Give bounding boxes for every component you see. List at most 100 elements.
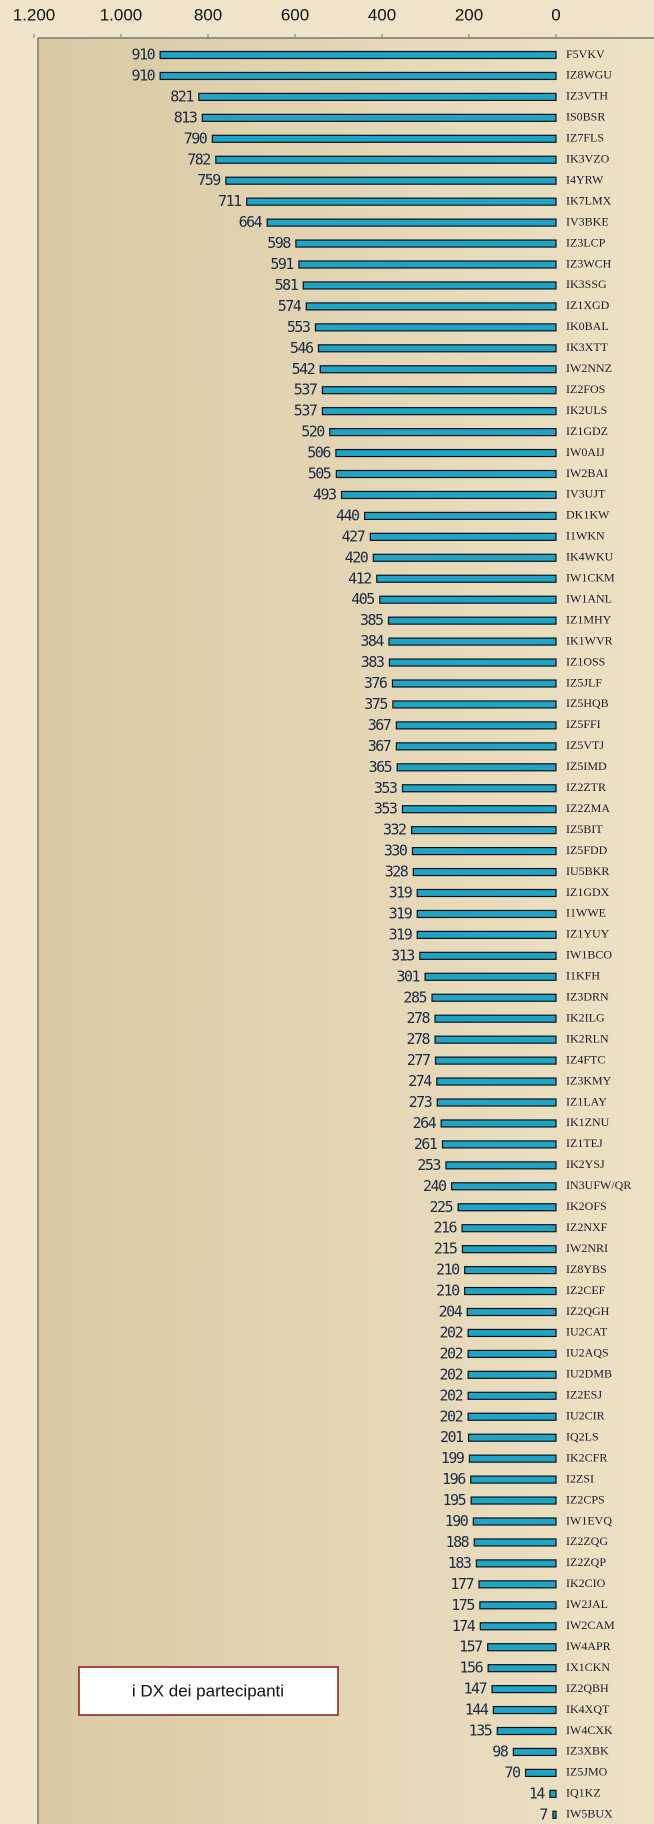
value-label: 196 (442, 1470, 466, 1488)
bar (436, 1077, 557, 1086)
y-tick-label: IW1ANL (566, 591, 612, 605)
bar (198, 92, 557, 102)
bar (492, 1705, 557, 1715)
bar (335, 469, 557, 479)
bar (434, 1035, 557, 1044)
y-tick-label: IZ3LCP (566, 235, 606, 249)
y-tick-label: IK3XTT (566, 340, 609, 354)
bar (364, 511, 557, 521)
x-tick-label: 0 (551, 5, 560, 24)
bar (159, 71, 557, 81)
bar (246, 197, 557, 206)
bar (298, 260, 557, 269)
bar (466, 1307, 557, 1317)
value-label: 98 (492, 1742, 509, 1760)
y-tick-label: I4YRW (566, 172, 604, 186)
y-tick-label: IZ5FFI (566, 717, 601, 731)
bar (369, 532, 557, 541)
value-label: 520 (301, 423, 325, 441)
value-label: 188 (446, 1533, 470, 1551)
bar (487, 1664, 557, 1673)
bar (491, 1684, 557, 1694)
value-label: 664 (239, 213, 263, 231)
y-tick-label: IZ1TEJ (566, 1136, 603, 1150)
y-tick-label: IZ2CEF (566, 1283, 606, 1297)
value-label: 365 (369, 758, 392, 776)
y-tick-label: IZ1GDZ (566, 424, 608, 438)
x-tick-label: 1.200 (13, 5, 56, 24)
bar (434, 1014, 557, 1023)
y-tick-label: IZ5IMD (566, 759, 607, 773)
value-label: 261 (414, 1135, 438, 1153)
value-label: 553 (287, 318, 310, 336)
bar (478, 1580, 557, 1589)
value-label: 598 (267, 234, 291, 252)
value-label: 367 (368, 716, 391, 734)
bar (473, 1538, 557, 1547)
y-tick-label: IU2DMB (566, 1367, 612, 1381)
bar (467, 1391, 557, 1400)
y-tick-label: IZ2ZMA (566, 801, 610, 815)
y-tick-label: IN3UFW/QR (566, 1178, 631, 1192)
bar (470, 1496, 557, 1505)
bar (401, 805, 557, 814)
bar (372, 553, 557, 562)
value-label: 412 (348, 569, 371, 587)
bar (379, 595, 557, 604)
y-tick-label: IK3VZO (566, 152, 610, 166)
value-label: 157 (459, 1638, 482, 1656)
value-label: 199 (441, 1449, 465, 1467)
y-tick-label: F5VKV (566, 47, 605, 61)
x-tick-label: 200 (455, 5, 483, 24)
y-tick-label: IS0BSR (566, 110, 605, 124)
bar (467, 1349, 557, 1359)
bar (451, 1182, 557, 1191)
y-tick-label: IZ8WGU (566, 68, 612, 82)
y-tick-label: IW0AIJ (566, 445, 605, 459)
y-tick-label: IZ7FLS (566, 131, 604, 145)
y-tick-label: IK7LMX (566, 193, 612, 207)
y-tick-label: IW2NNZ (566, 361, 612, 375)
y-tick-label: IZ1XGD (566, 298, 610, 312)
value-label: 183 (448, 1554, 471, 1572)
bar (321, 386, 557, 395)
y-tick-label: I1WKN (566, 529, 605, 543)
bar (388, 658, 557, 667)
bar (461, 1245, 557, 1254)
value-label: 202 (440, 1344, 463, 1362)
bar (467, 1328, 557, 1338)
value-label: 375 (364, 695, 387, 713)
y-tick-label: IZ3KMY (566, 1073, 612, 1087)
value-label: 319 (389, 925, 413, 943)
value-label: 385 (360, 611, 383, 629)
bar (416, 888, 557, 898)
value-label: 367 (368, 737, 391, 755)
value-label: 210 (436, 1282, 460, 1300)
bar (340, 490, 557, 500)
y-tick-label: IZ5JLF (566, 675, 602, 689)
value-label: 144 (465, 1701, 489, 1719)
y-tick-label: IV3BKE (566, 214, 609, 228)
bar (388, 637, 557, 646)
y-tick-label: IW1CKM (566, 571, 615, 585)
y-tick-label: DK1KW (566, 508, 610, 522)
value-label: 384 (360, 632, 384, 650)
y-tick-label: IZ3WCH (566, 256, 612, 270)
y-tick-label: IZ3VTH (566, 89, 608, 103)
value-label: 506 (307, 444, 331, 462)
bar (329, 428, 557, 437)
value-label: 14 (529, 1784, 546, 1802)
bar (321, 407, 557, 416)
y-tick-label: IZ2ZTR (566, 780, 606, 794)
bar (464, 1265, 557, 1275)
value-label: 542 (292, 360, 315, 378)
bar (266, 218, 557, 227)
y-tick-label: IK0BAL (566, 319, 609, 333)
bar (302, 281, 557, 290)
y-tick-label: IK4XQT (566, 1702, 610, 1716)
y-tick-label: IZ1MHY (566, 612, 612, 626)
y-tick-label: IK1WVR (566, 633, 613, 647)
y-tick-label: IK2OFS (566, 1199, 607, 1213)
y-tick-label: IZ2QBH (566, 1681, 609, 1695)
